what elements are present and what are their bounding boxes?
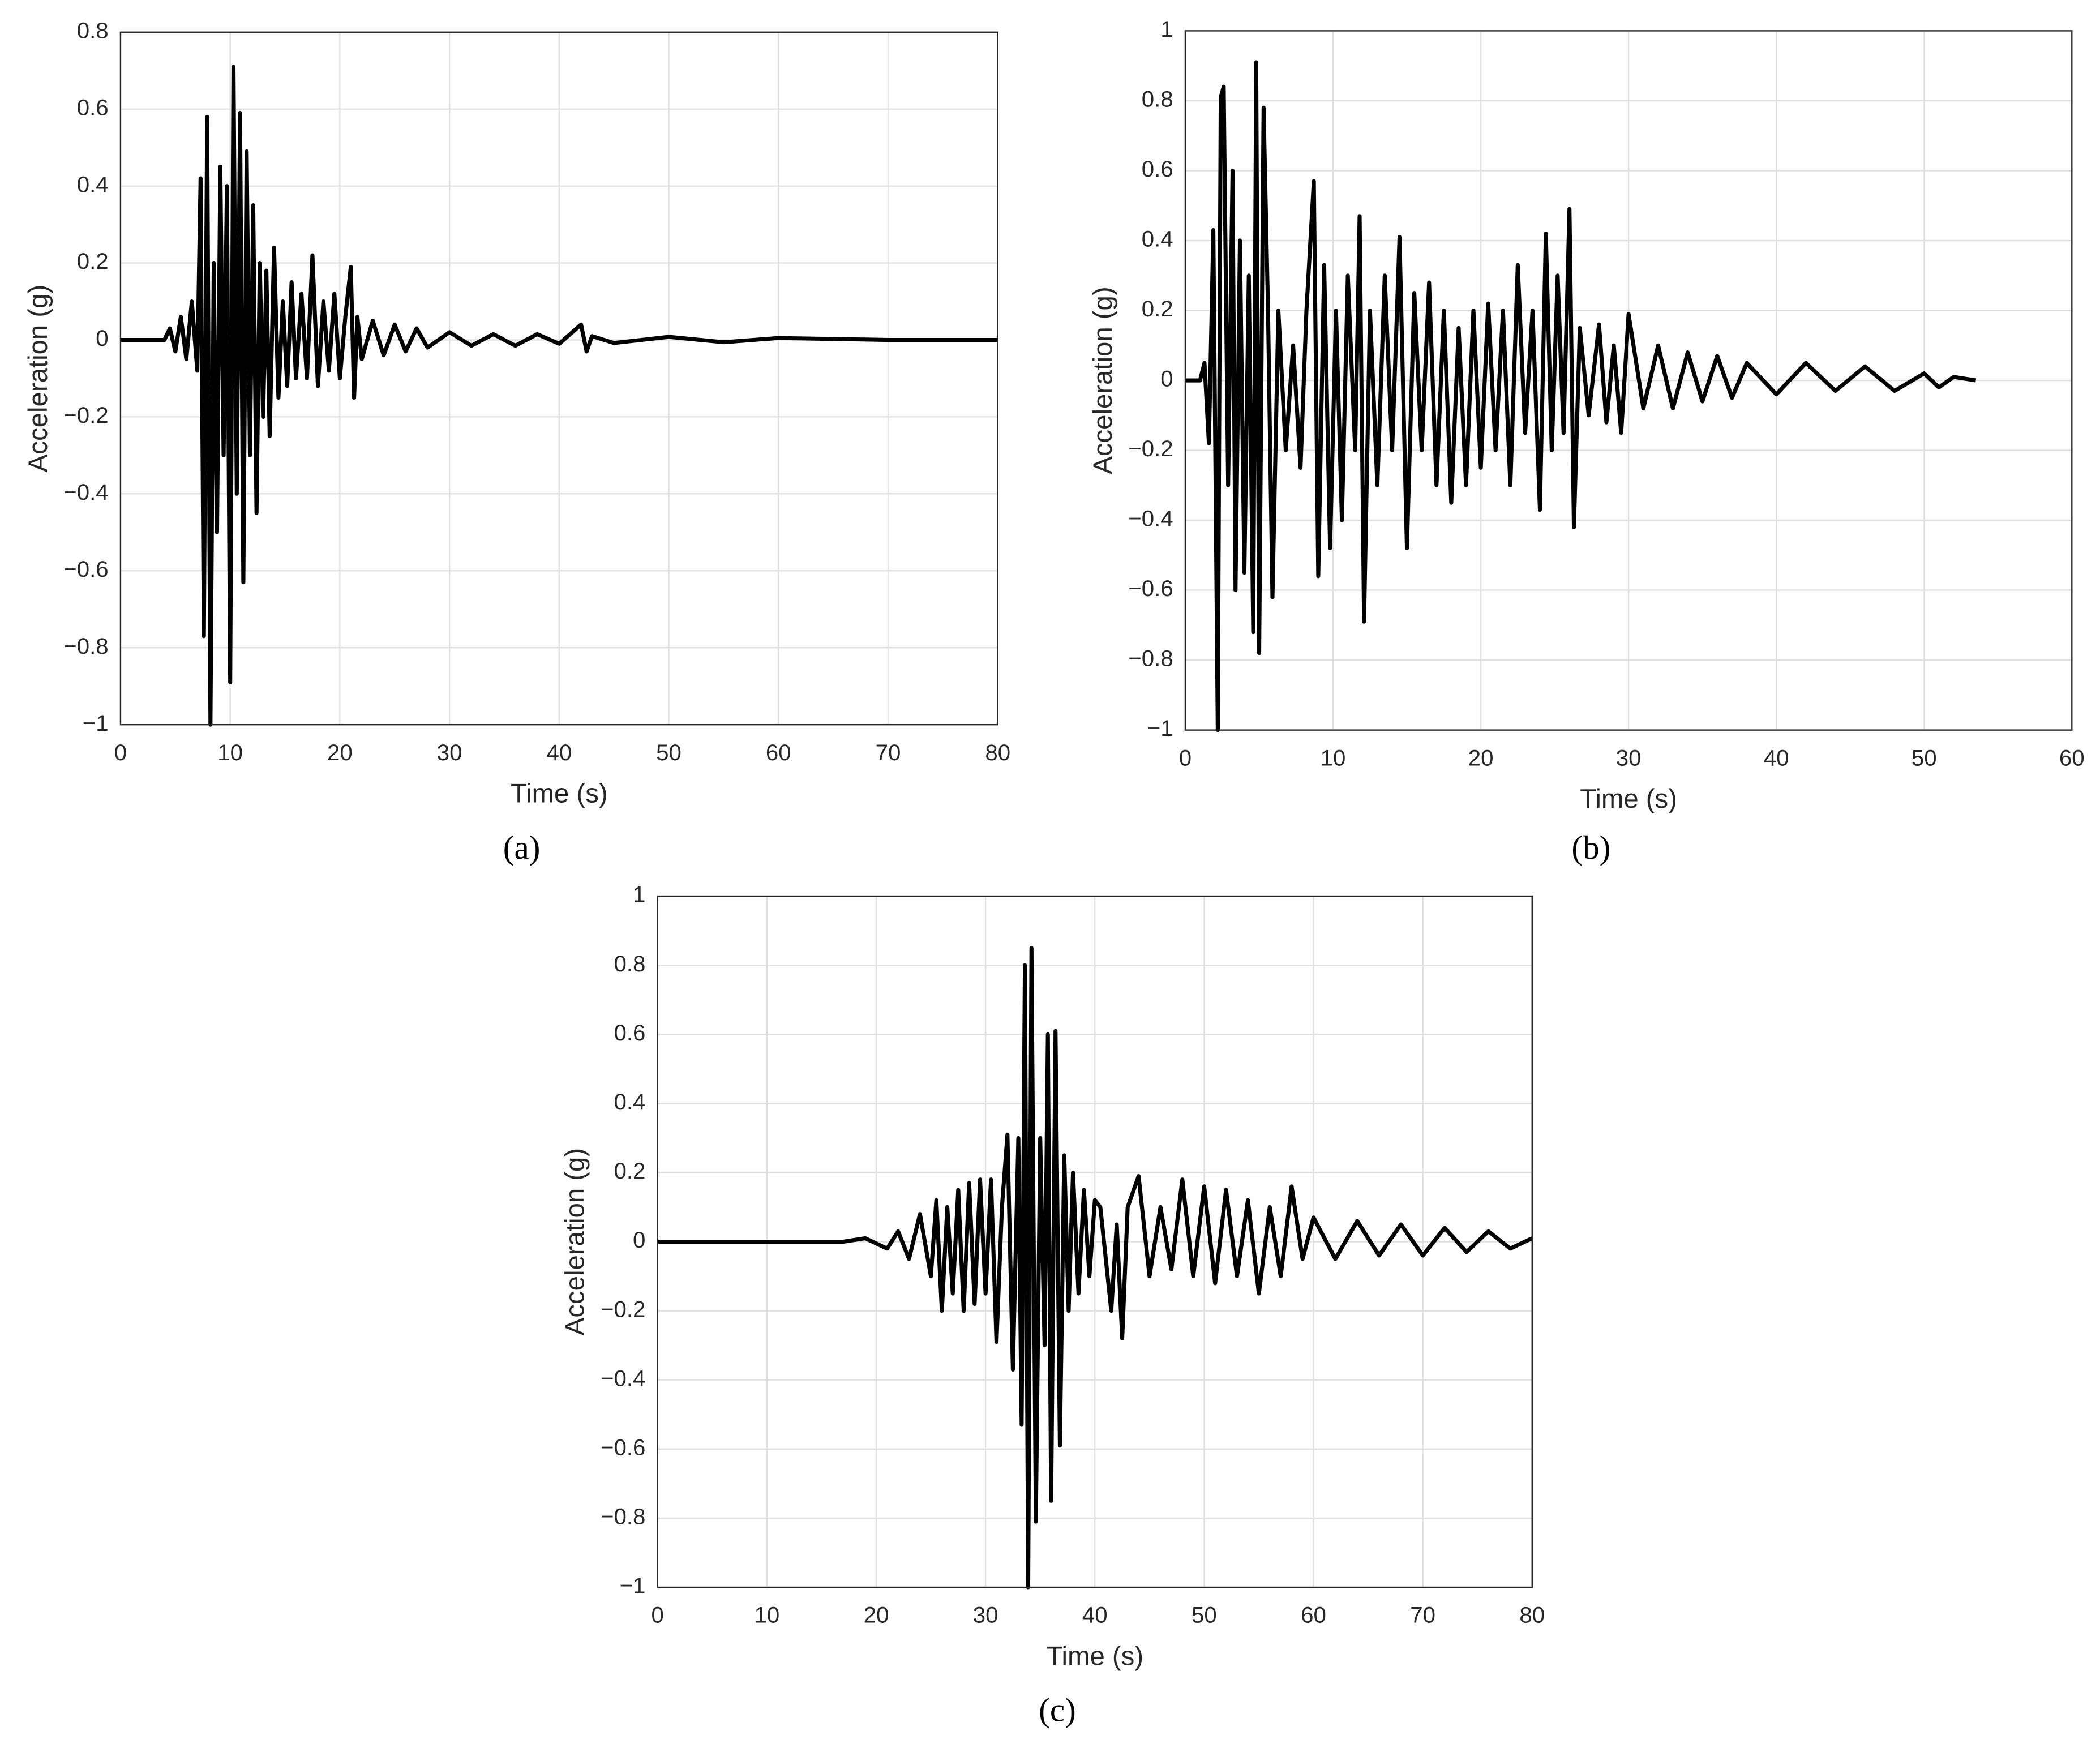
- y-tick-label: −0.4: [1128, 506, 1173, 532]
- x-tick-label: 10: [754, 1603, 779, 1628]
- data-line: [120, 65, 998, 727]
- y-tick-label: 0: [96, 325, 108, 351]
- data-line: [657, 946, 1533, 1590]
- y-axis-label: Acceleration (g): [1088, 286, 1118, 474]
- x-tick-label: 30: [1616, 745, 1642, 770]
- y-tick-label: 0.4: [614, 1089, 646, 1115]
- y-tick-label: −0.6: [63, 556, 108, 582]
- panel-label: (c): [1039, 1691, 1076, 1729]
- x-tick-label: 20: [864, 1603, 889, 1628]
- y-tick-label: −0.6: [1128, 576, 1173, 601]
- x-tick-label: 50: [1912, 745, 1937, 770]
- y-tick-label: 0.6: [1142, 156, 1173, 182]
- y-tick-label: −0.8: [63, 633, 108, 659]
- y-tick-label: −0.4: [601, 1365, 645, 1391]
- x-axis-label: Time (s): [1046, 1641, 1143, 1671]
- x-tick-label: 80: [1519, 1603, 1545, 1628]
- y-tick-label: −0.8: [601, 1504, 645, 1530]
- x-tick-label: 70: [876, 740, 901, 765]
- y-tick-label: −0.4: [63, 479, 108, 505]
- x-tick-label: 30: [437, 740, 462, 765]
- x-tick-label: 20: [327, 740, 353, 765]
- y-tick-label: −0.8: [1128, 646, 1173, 671]
- x-tick-label: 70: [1410, 1603, 1435, 1628]
- y-tick-label: −0.6: [601, 1434, 645, 1460]
- y-tick-label: −0.2: [63, 402, 108, 428]
- y-tick-label: 0.8: [614, 951, 646, 976]
- plot-frame: [119, 31, 998, 726]
- data-line: [1185, 60, 1977, 732]
- x-axis-label: Time (s): [511, 778, 608, 808]
- y-tick-label: 0.2: [77, 249, 109, 274]
- panel-label: (a): [503, 829, 541, 866]
- panel-label: (b): [1571, 829, 1610, 866]
- y-tick-label: 0.8: [77, 18, 109, 43]
- y-tick-label: 0.2: [614, 1158, 646, 1184]
- x-tick-label: 40: [546, 740, 572, 765]
- x-axis-label: Time (s): [1580, 784, 1677, 814]
- y-axis-label: Acceleration (g): [23, 285, 53, 472]
- x-tick-label: 30: [973, 1603, 998, 1628]
- y-tick-label: 0.2: [1142, 296, 1173, 322]
- x-tick-label: 50: [656, 740, 682, 765]
- x-tick-label: 0: [1179, 745, 1192, 770]
- y-tick-label: 0.8: [1142, 87, 1173, 112]
- x-tick-label: 80: [985, 740, 1010, 765]
- plot-frame: [657, 895, 1533, 1588]
- y-tick-label: 0: [633, 1227, 645, 1253]
- x-tick-label: 40: [1082, 1603, 1108, 1628]
- y-tick-label: 0.6: [77, 95, 109, 120]
- x-tick-label: 20: [1468, 745, 1494, 770]
- x-tick-label: 10: [1321, 745, 1346, 770]
- y-tick-label: 1: [633, 882, 645, 907]
- y-tick-label: 1: [1160, 16, 1173, 42]
- y-axis-label: Acceleration (g): [560, 1148, 590, 1335]
- chart-panel: 0 10 20 30 40 50 60 70 80 −1 −0.8 −0.6 −0.4 −0.2 0 0.2 0…: [560, 882, 1545, 1729]
- plot-frame: [1184, 30, 2073, 731]
- y-tick-label: 0.4: [1142, 226, 1173, 252]
- y-tick-label: 0.4: [77, 172, 109, 197]
- y-tick-label: −0.2: [601, 1296, 645, 1322]
- y-tick-label: −0.2: [1128, 436, 1173, 461]
- x-tick-label: 60: [766, 740, 791, 765]
- x-tick-label: 50: [1192, 1603, 1217, 1628]
- x-tick-label: 10: [217, 740, 243, 765]
- y-tick-label: −1: [1147, 716, 1173, 741]
- y-tick-label: 0.6: [614, 1020, 646, 1046]
- x-tick-label: 40: [1764, 745, 1789, 770]
- chart-panel: 0 10 20 30 40 50 60 70 80 −1 −0.8 −0.6 −0.4 −0.2 0 0.2 0…: [23, 18, 1010, 866]
- x-tick-label: 60: [1301, 1603, 1326, 1628]
- x-tick-label: 0: [652, 1603, 664, 1628]
- y-tick-label: −1: [620, 1573, 646, 1599]
- x-tick-label: 60: [2059, 745, 2085, 770]
- y-tick-label: −1: [83, 710, 109, 736]
- x-tick-label: 0: [114, 740, 127, 765]
- chart-panel: 0 10 20 30 40 50 60 −1 −0.8 −0.6 −0.4 −0.2 0 0.2 0.4 0.…: [1088, 16, 2085, 866]
- y-tick-label: 0: [1160, 366, 1173, 392]
